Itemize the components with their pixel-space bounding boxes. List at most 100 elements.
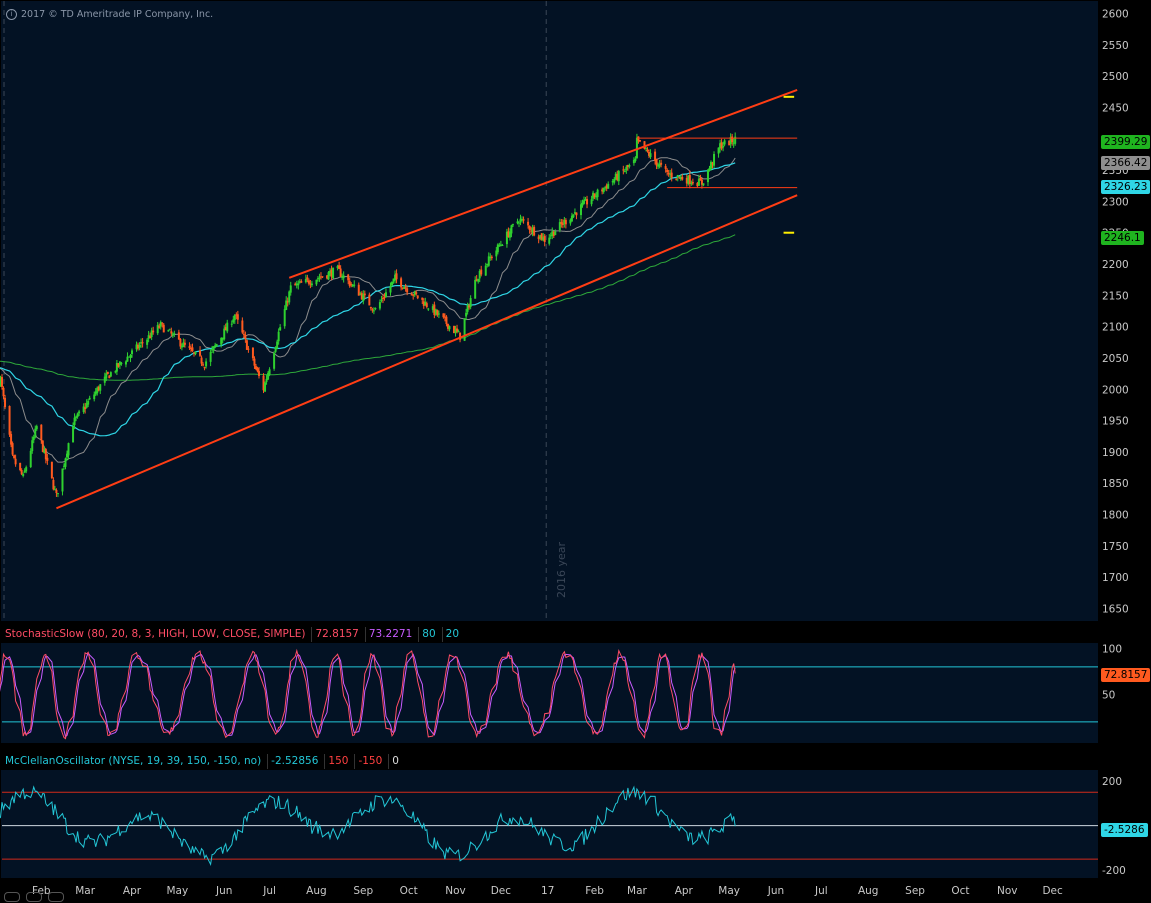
candle-body bbox=[697, 178, 700, 186]
candle-body bbox=[131, 350, 134, 355]
mcclellan-tick-label: 200 bbox=[1102, 776, 1122, 788]
candle-body bbox=[44, 448, 47, 460]
candle-body bbox=[518, 222, 521, 224]
candle-body bbox=[700, 179, 703, 185]
candle-body bbox=[380, 299, 383, 301]
candle-body bbox=[265, 378, 268, 382]
candle-body bbox=[442, 313, 445, 318]
candle-body bbox=[329, 270, 332, 273]
price-tick-label: 1650 bbox=[1102, 603, 1129, 615]
candle-body bbox=[339, 268, 342, 277]
drawing-icon[interactable] bbox=[48, 892, 64, 902]
candle-body bbox=[285, 300, 288, 310]
stochastic-k-line bbox=[0, 648, 736, 740]
candle-body bbox=[456, 328, 459, 332]
x-tick-label: Mar bbox=[627, 885, 647, 897]
candle-body bbox=[295, 283, 298, 286]
candle-body bbox=[96, 387, 99, 394]
candle-body bbox=[321, 276, 324, 278]
price-panel-bg bbox=[1, 1, 1098, 621]
candle-body bbox=[22, 474, 25, 476]
candle-body bbox=[108, 375, 111, 379]
stochastic-panel-bg bbox=[1, 643, 1098, 743]
price-tick-label: 1850 bbox=[1102, 478, 1129, 490]
candle-body bbox=[171, 333, 174, 335]
stochastic-d-line bbox=[0, 651, 736, 738]
candle-body bbox=[94, 391, 97, 395]
candle-body bbox=[297, 283, 300, 286]
price-tick-label: 1950 bbox=[1102, 416, 1129, 428]
candle-body bbox=[551, 231, 554, 236]
candle-body bbox=[310, 283, 313, 286]
candle-body bbox=[552, 231, 555, 236]
candle-body bbox=[554, 231, 557, 236]
stochastic-k-value: 72.8157 bbox=[311, 626, 361, 642]
candle-body bbox=[192, 352, 195, 354]
pan-icon[interactable] bbox=[26, 892, 42, 902]
candle-body bbox=[161, 323, 164, 325]
candle-body bbox=[596, 189, 599, 198]
candle-body bbox=[540, 233, 543, 240]
candle-body bbox=[560, 221, 563, 225]
candle-body bbox=[226, 322, 229, 332]
candle-body bbox=[152, 330, 155, 333]
candle-body bbox=[67, 443, 70, 456]
candle-body bbox=[530, 230, 533, 232]
candle-body bbox=[62, 465, 65, 467]
price-tick-label: 1800 bbox=[1102, 510, 1129, 522]
candle-body bbox=[316, 278, 319, 280]
stochastic-overbought: 80 bbox=[418, 626, 438, 642]
candle-body bbox=[572, 214, 575, 218]
price-tick-label: 2050 bbox=[1102, 353, 1129, 365]
candle-body bbox=[257, 371, 260, 376]
candle-body bbox=[690, 183, 693, 185]
candle-body bbox=[383, 297, 386, 299]
candle-body bbox=[330, 269, 333, 277]
candle-body bbox=[459, 332, 462, 340]
copyright: i 2017 © TD Ameritrade IP Company, Inc. bbox=[6, 9, 213, 20]
mcclellan-zero: 0 bbox=[388, 753, 402, 769]
candle-body bbox=[542, 237, 545, 241]
candle-body bbox=[120, 362, 123, 364]
candle-body bbox=[304, 278, 307, 283]
candle-body bbox=[548, 237, 551, 244]
price-tick-label: 2200 bbox=[1102, 259, 1129, 271]
stochastic-study-label[interactable]: StochasticSlow (80, 20, 8, 3, HIGH, LOW,… bbox=[5, 627, 306, 640]
candle-body bbox=[103, 376, 106, 383]
candle-body bbox=[611, 180, 614, 183]
mcclellan-value: -2.52856 bbox=[267, 753, 321, 769]
candle-body bbox=[56, 493, 59, 495]
candle-body bbox=[188, 346, 191, 348]
x-tick-label: Aug bbox=[858, 885, 879, 897]
x-tick-label: Nov bbox=[997, 885, 1018, 897]
candle-body bbox=[52, 479, 55, 490]
candle-body bbox=[105, 373, 108, 379]
x-tick-label: Dec bbox=[1042, 885, 1063, 897]
candle-body bbox=[319, 276, 322, 278]
zoom-icon[interactable] bbox=[4, 892, 20, 902]
candle-body bbox=[233, 315, 236, 321]
candle-body bbox=[25, 467, 28, 472]
candle-body bbox=[465, 312, 468, 317]
candle-body bbox=[183, 342, 186, 345]
price-tick-label: 2450 bbox=[1102, 102, 1129, 114]
candle-body bbox=[41, 440, 44, 452]
candle-body bbox=[638, 140, 641, 142]
candle-body bbox=[0, 377, 2, 384]
candle-body bbox=[667, 172, 670, 175]
candle-body bbox=[73, 417, 76, 425]
candle-body bbox=[85, 403, 88, 408]
price-tick-label: 1750 bbox=[1102, 541, 1129, 553]
candle-body bbox=[254, 366, 257, 370]
candle-body bbox=[602, 187, 605, 193]
info-circle-icon[interactable]: i bbox=[6, 9, 17, 20]
candle-body bbox=[318, 277, 321, 279]
candle-body bbox=[381, 297, 384, 299]
candle-body bbox=[372, 310, 375, 312]
candle-body bbox=[549, 235, 552, 237]
candle-body bbox=[298, 281, 301, 283]
mcclellan-study-label[interactable]: McClellanOscillator (NYSE, 19, 39, 150, … bbox=[5, 754, 262, 767]
candle-body bbox=[348, 280, 351, 286]
candle-body bbox=[4, 397, 7, 408]
